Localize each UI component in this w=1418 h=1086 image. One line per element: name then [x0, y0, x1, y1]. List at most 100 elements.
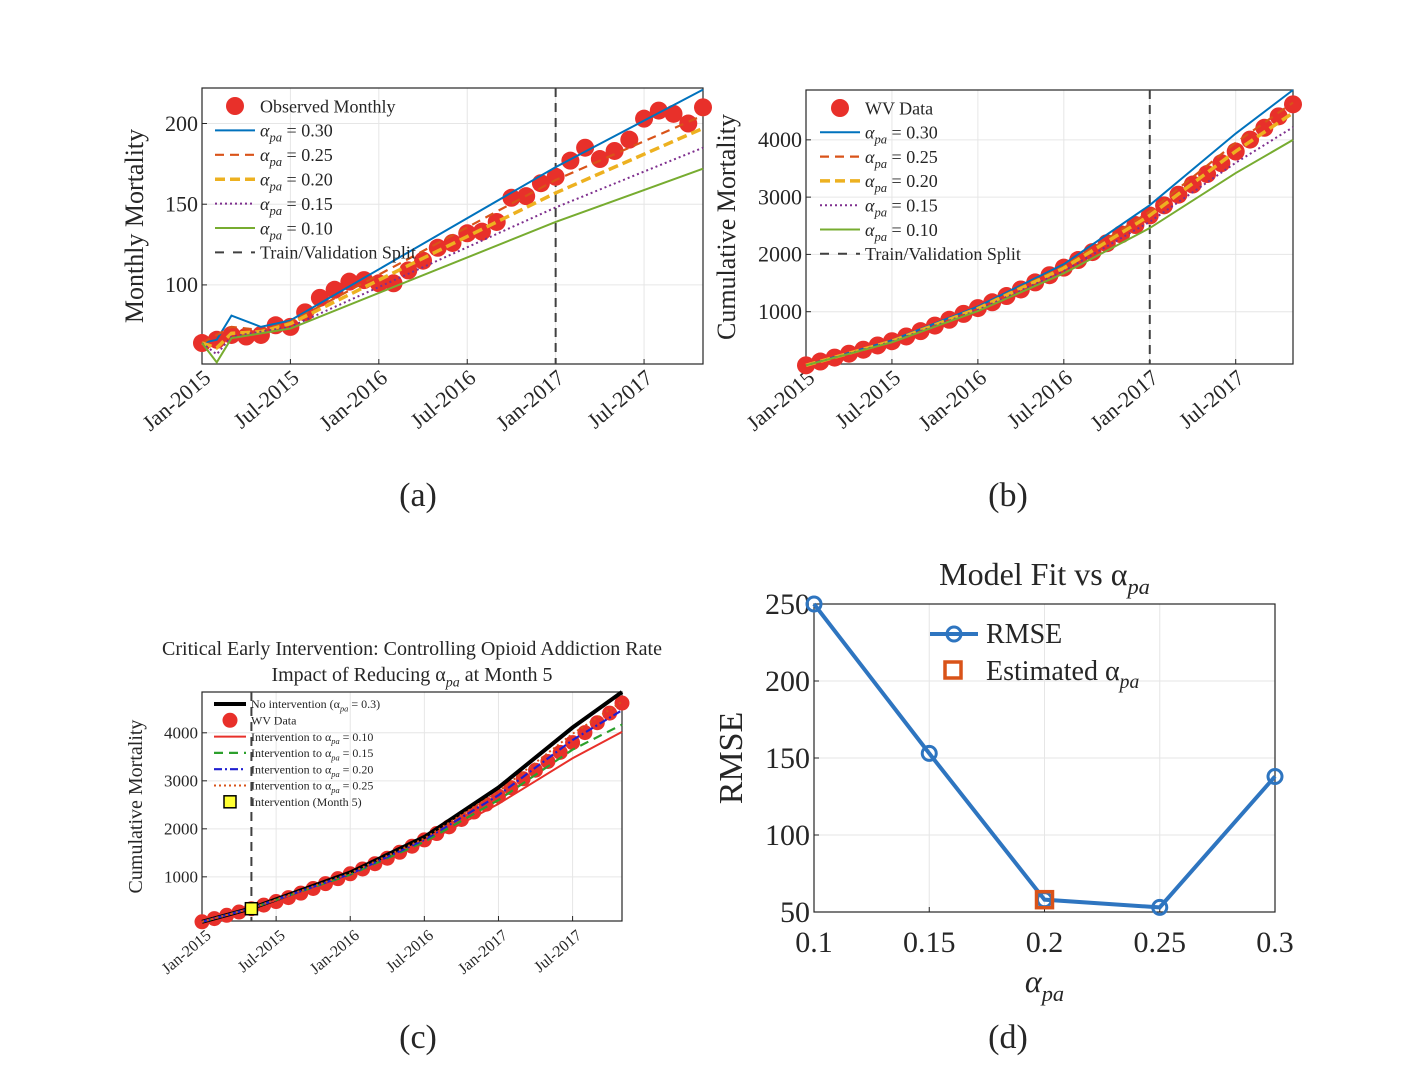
text-part: Intervention to α [251, 730, 332, 744]
x-tick-label: 0.3 [1256, 926, 1294, 959]
x-tick-label: Jul-2016 [405, 365, 480, 434]
legend-estimate-marker [943, 660, 963, 680]
legend-intervention-marker [223, 795, 237, 809]
axes-box [201, 87, 704, 365]
text-part: α [260, 218, 270, 238]
x-tick-label: 0.15 [903, 926, 956, 959]
legend-series-label: No intervention (αpa = 0.3) [251, 697, 380, 713]
text-part: α [260, 170, 270, 190]
legend-data-label: Observed Monthly [260, 96, 395, 116]
subscript: pa [268, 131, 282, 145]
axes-box [813, 603, 1276, 913]
legend-series-label: αpa = 0.10 [260, 218, 333, 242]
subscript: pa [1125, 574, 1149, 599]
panel-label-d: (d) [988, 1019, 1028, 1056]
subscript: pa [268, 204, 282, 218]
x-tick-label: Jul-2016 [383, 927, 437, 976]
text-rest: = 0.3) [348, 697, 380, 711]
y-axis-label: RMSE [713, 712, 750, 805]
subscript: pa [330, 770, 339, 779]
x-axis-label: αpa [1025, 963, 1064, 1006]
legend-rmse-marker [945, 625, 963, 643]
data-point [552, 744, 568, 760]
subscript: pa [330, 786, 339, 795]
data-point [1284, 95, 1302, 114]
data-point [472, 222, 491, 241]
panel-b: Jan-2015 Jul-2015 Jan-2016 Jul-2016 Jan-2017… [712, 89, 1302, 436]
legend-series-label: Intervention to αpa = 0.10 [251, 730, 373, 746]
series-line [805, 111, 1294, 368]
y-tick-label: 2000 [164, 819, 198, 838]
axes-box [805, 89, 1294, 365]
x-tick-label: Jul-2015 [235, 927, 289, 976]
subscript: pa [268, 180, 282, 194]
subscript: pa [873, 133, 887, 147]
legend-series-label: αpa = 0.25 [260, 145, 333, 169]
text-part: α [260, 121, 270, 141]
x-tick-label: Jul-2015 [830, 365, 905, 434]
data-point [577, 725, 593, 741]
data-point [620, 130, 639, 149]
panel-d: 0.1 0.15 0.2 0.25 0.3 50 100 150 200 250 RMSE Model… [713, 556, 1294, 1006]
y-tick-label: 100 [765, 819, 810, 852]
data-point [576, 138, 595, 157]
text-rest: at Month 5 [460, 664, 553, 686]
panel-label-c: (c) [399, 1019, 437, 1056]
x-tick-label: Jul-2017 [1174, 365, 1249, 434]
chart-title: Critical Early Intervention: Controlling… [162, 638, 662, 690]
text-rest: = 0.20 [282, 170, 333, 190]
chart-title: Model Fit vs αpa [939, 556, 1150, 599]
panel-label-b: (b) [988, 477, 1028, 514]
data-point [1255, 118, 1274, 137]
x-tick-label: Jan-2015 [137, 365, 215, 436]
subscript: pa [873, 157, 887, 171]
legend-series-label: αpa = 0.30 [260, 121, 333, 145]
text-rest: = 0.20 [887, 171, 938, 191]
legend-data-marker [831, 99, 849, 117]
panel-c: Jan-2015 Jul-2015 Jan-2016 Jul-2016 Jan-2017… [125, 638, 662, 978]
text-rest: = 0.15 [282, 194, 333, 214]
text-part: α [865, 147, 875, 167]
legend-series-label: αpa = 0.15 [865, 196, 938, 220]
data-point [528, 762, 544, 778]
rmse-marker [805, 595, 823, 613]
legend-series-label: αpa = 0.20 [865, 171, 938, 195]
series-line [805, 126, 1294, 367]
x-tick-label: Jul-2017 [582, 365, 657, 434]
y-tick-label: 2000 [758, 242, 802, 267]
x-tick-label: Jan-2016 [307, 927, 363, 978]
text-part: α [865, 171, 875, 191]
rmse-marker [1266, 767, 1284, 785]
subscript: pa [873, 206, 887, 220]
x-tick-label: Jan-2017 [491, 365, 569, 436]
y-axis-label: Cumulative Mortality [125, 720, 147, 894]
data-point [602, 705, 618, 721]
estimate-marker [1034, 889, 1055, 910]
x-tick-label: Jan-2016 [314, 365, 392, 436]
x-tick-label: Jan-2015 [741, 365, 819, 436]
legend-data-marker [222, 712, 238, 728]
y-tick-label: 100 [165, 272, 198, 297]
text-rest: = 0.25 [282, 145, 333, 165]
legend-series-label: Intervention to αpa = 0.15 [251, 746, 373, 762]
x-tick-label: Jan-2016 [913, 365, 991, 436]
data-point [340, 272, 359, 291]
text-rest: = 0.10 [887, 220, 938, 240]
text-rest: = 0.30 [282, 121, 333, 141]
panel-label-a: (a) [399, 477, 437, 514]
rmse-line [812, 602, 1277, 910]
y-tick-label: 1000 [758, 299, 802, 324]
text-part: α [865, 123, 875, 143]
legend-series-label: αpa = 0.30 [865, 123, 938, 147]
y-tick-label: 4000 [164, 723, 198, 742]
legend-series-label: αpa = 0.25 [865, 147, 938, 171]
data-point [487, 212, 506, 231]
y-axis-label: Cumulative Mortality [712, 114, 741, 340]
y-tick-label: 200 [165, 111, 198, 136]
rmse-marker [1151, 898, 1169, 916]
x-tick-label: 0.1 [795, 926, 833, 959]
text-part: α [865, 196, 875, 216]
series-line [201, 146, 704, 356]
